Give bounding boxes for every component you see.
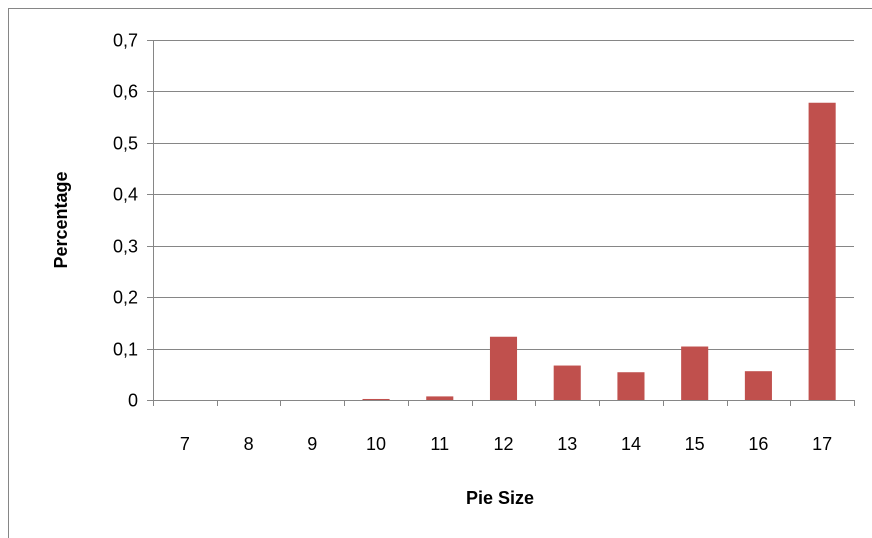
axes [147, 40, 855, 406]
bar [489, 336, 518, 400]
gridlines [153, 40, 854, 350]
y-tick-label: 0,1 [113, 340, 138, 360]
x-tick-label: 12 [493, 434, 513, 454]
bars [362, 102, 836, 400]
bar [617, 372, 645, 400]
x-tick-label: 11 [430, 434, 449, 454]
y-tick-label: 0,2 [113, 288, 138, 308]
y-tick-label: 0,3 [113, 237, 138, 257]
y-tick-label: 0,6 [113, 82, 138, 102]
bar [808, 102, 836, 400]
bar [426, 396, 454, 400]
x-tick-label: 17 [812, 434, 832, 454]
x-axis-title: Pie Size [466, 488, 534, 508]
bar [362, 398, 390, 400]
y-tick-labels: 0 0,1 0,2 0,3 0,4 0,5 0,6 0,7 [113, 31, 138, 411]
chart-border [8, 8, 872, 538]
y-axis-title: Percentage [51, 171, 71, 268]
y-tick-label: 0 [128, 391, 138, 411]
y-tick-label: 0,4 [113, 185, 138, 205]
x-tick-label: 13 [557, 434, 577, 454]
x-tick-label: 9 [307, 434, 317, 454]
x-tick-label: 8 [244, 434, 254, 454]
bar [553, 365, 581, 400]
x-tick-label: 15 [685, 434, 705, 454]
y-tick-label: 0,7 [113, 31, 138, 51]
bar [681, 346, 709, 400]
x-tick-label: 10 [366, 434, 386, 454]
bar [744, 371, 772, 400]
y-tick-label: 0,5 [113, 134, 138, 154]
x-tick-label: 16 [748, 434, 768, 454]
x-tick-label: 14 [621, 434, 641, 454]
x-tick-labels: 7 8 9 10 11 12 13 14 15 16 17 [180, 434, 832, 454]
x-tick-label: 7 [180, 434, 190, 454]
